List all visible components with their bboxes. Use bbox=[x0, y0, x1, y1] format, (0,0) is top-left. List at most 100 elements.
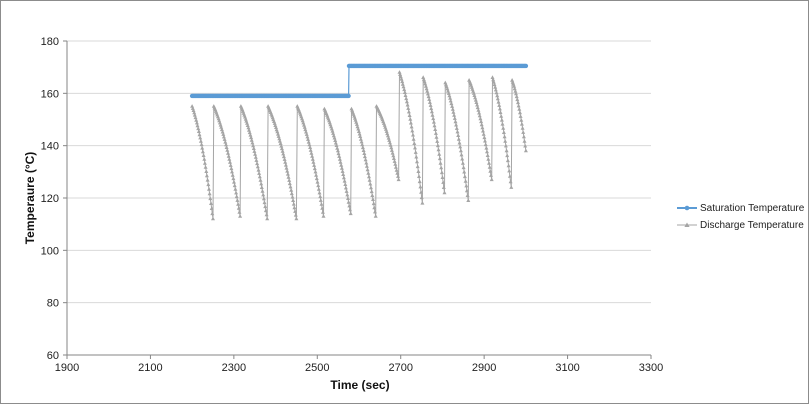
discharge-point bbox=[311, 160, 316, 164]
saturation-point bbox=[346, 93, 351, 99]
discharge-point bbox=[417, 179, 422, 184]
discharge-point bbox=[333, 140, 338, 145]
discharge-point bbox=[202, 161, 207, 165]
discharge-point bbox=[193, 115, 198, 120]
discharge-point bbox=[438, 161, 443, 165]
discharge-point bbox=[286, 175, 291, 179]
discharge-point bbox=[359, 139, 364, 144]
discharge-point bbox=[362, 151, 367, 155]
discharge-point bbox=[365, 167, 370, 172]
discharge-point bbox=[388, 143, 393, 147]
discharge-point bbox=[371, 201, 376, 206]
discharge-point bbox=[487, 161, 491, 165]
discharge-point bbox=[253, 155, 258, 159]
discharge-point bbox=[480, 125, 485, 130]
discharge-point bbox=[264, 212, 269, 217]
discharge-point bbox=[200, 149, 205, 154]
discharge-point bbox=[513, 89, 518, 93]
discharge-point bbox=[484, 145, 489, 150]
discharge-point bbox=[515, 97, 520, 102]
discharge-point bbox=[278, 141, 283, 145]
discharge-point bbox=[448, 96, 453, 100]
discharge-point bbox=[433, 127, 438, 131]
discharge-point bbox=[224, 145, 229, 149]
discharge-point bbox=[497, 103, 502, 107]
discharge-point bbox=[233, 187, 238, 191]
discharge-point bbox=[222, 137, 227, 141]
discharge-point bbox=[427, 97, 432, 101]
discharge-point bbox=[317, 190, 322, 195]
discharge-point bbox=[290, 194, 295, 199]
discharge-point bbox=[425, 89, 430, 93]
discharge-point bbox=[285, 168, 290, 173]
x-axis-title: Time (sec) bbox=[330, 378, 389, 392]
discharge-point bbox=[191, 108, 196, 112]
discharge-point bbox=[481, 132, 486, 136]
discharge-point bbox=[485, 153, 490, 157]
discharge-point bbox=[476, 108, 481, 112]
discharge-point bbox=[346, 196, 350, 200]
tick-labels: 60 80 100 120 140 160 180 1900 2100 2300 2500 2700 2… bbox=[41, 36, 664, 374]
discharge-point bbox=[254, 158, 259, 162]
discharge-point bbox=[289, 188, 294, 192]
y-axis-title: Temperaure (°C) bbox=[23, 152, 37, 245]
discharge-point bbox=[498, 110, 503, 114]
discharge-point bbox=[300, 118, 305, 123]
discharge-point bbox=[395, 171, 400, 175]
discharge-point bbox=[442, 190, 447, 195]
discharge-point bbox=[279, 143, 284, 148]
discharge-point bbox=[460, 161, 465, 165]
discharge-point bbox=[287, 178, 292, 182]
discharge-point bbox=[464, 183, 469, 188]
discharge-point bbox=[274, 125, 278, 129]
discharge-point bbox=[209, 206, 214, 210]
legend-label-saturation: Saturation Temperature bbox=[700, 203, 805, 214]
discharge-point bbox=[419, 195, 424, 200]
discharge-point bbox=[450, 107, 455, 111]
discharge-point bbox=[316, 183, 321, 188]
discharge-point bbox=[287, 181, 292, 186]
discharge-point bbox=[446, 91, 451, 95]
discharge-point bbox=[199, 142, 204, 147]
discharge-point bbox=[364, 160, 369, 165]
discharge-point bbox=[475, 102, 480, 107]
discharge-point bbox=[477, 110, 482, 115]
discharge-point bbox=[209, 201, 213, 205]
discharge-point bbox=[343, 182, 348, 186]
discharge-point bbox=[455, 129, 460, 134]
discharge-point bbox=[496, 99, 501, 104]
discharge-point bbox=[358, 137, 363, 141]
discharge-point bbox=[313, 169, 318, 174]
discharge-point bbox=[452, 116, 457, 120]
discharge-point bbox=[293, 212, 298, 217]
x-tick-label: 3100 bbox=[555, 362, 579, 374]
discharge-point bbox=[356, 126, 361, 131]
discharge-point bbox=[473, 95, 478, 100]
discharge-point bbox=[439, 165, 444, 170]
discharge-point bbox=[281, 154, 286, 159]
discharge-point bbox=[307, 142, 312, 147]
y-tick-label: 140 bbox=[41, 141, 59, 153]
discharge-point bbox=[294, 216, 299, 221]
discharge-point bbox=[522, 139, 527, 143]
discharge-point bbox=[439, 170, 444, 175]
discharge-point bbox=[414, 154, 419, 159]
discharge-point bbox=[366, 171, 371, 175]
discharge-point bbox=[310, 154, 315, 158]
discharge-point bbox=[252, 149, 257, 153]
discharge-point bbox=[344, 189, 349, 193]
discharge-point bbox=[474, 100, 479, 104]
x-tick-label: 2300 bbox=[222, 362, 246, 374]
discharge-point bbox=[335, 146, 340, 150]
discharge-point bbox=[226, 151, 230, 155]
discharge-point bbox=[262, 200, 267, 205]
discharge-point bbox=[310, 157, 315, 161]
discharge-point bbox=[220, 129, 225, 134]
discharge-point bbox=[309, 151, 314, 155]
discharge-point bbox=[499, 114, 504, 118]
legend-item-saturation: Saturation Temperature bbox=[677, 203, 805, 214]
discharge-point bbox=[520, 126, 525, 130]
discharge-point bbox=[312, 163, 317, 167]
discharge-point bbox=[454, 122, 459, 127]
y-tick-label: 180 bbox=[41, 36, 59, 48]
